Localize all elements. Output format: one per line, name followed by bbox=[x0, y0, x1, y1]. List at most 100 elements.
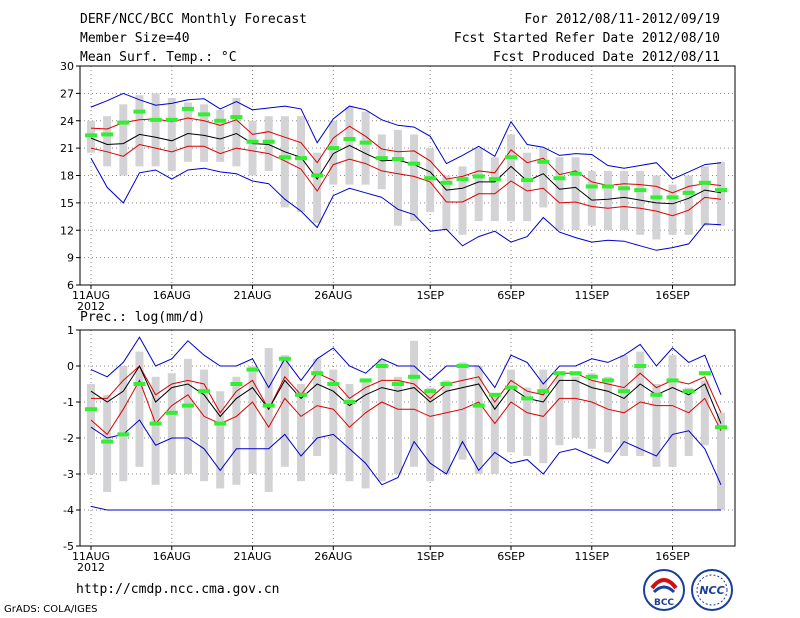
prec-obs-marker bbox=[505, 385, 517, 390]
prec-obs-marker bbox=[618, 389, 631, 394]
temp-ytick-label: 18 bbox=[60, 170, 74, 183]
prec-ytick-label: 0 bbox=[67, 360, 74, 373]
temp-spread-box bbox=[103, 116, 112, 167]
temp-ensemble-min-line bbox=[90, 157, 722, 251]
prec-spread-box bbox=[200, 369, 209, 482]
prec-spread-box bbox=[507, 369, 515, 453]
prec-obs-marker bbox=[472, 403, 485, 408]
prec-ensemble-min-line bbox=[90, 419, 722, 486]
temp-obs-marker bbox=[650, 195, 663, 200]
prec-ytick-label: -1 bbox=[63, 396, 74, 409]
svg-text:BCC: BCC bbox=[654, 598, 674, 608]
prec-obs-marker bbox=[424, 389, 437, 394]
temp-obs-marker bbox=[553, 176, 566, 181]
prec-spread-box bbox=[361, 380, 370, 489]
prec-obs-marker bbox=[585, 374, 598, 379]
temp-obs-marker bbox=[440, 180, 453, 185]
temp-spread-box bbox=[636, 170, 645, 235]
temp-obs-marker bbox=[230, 115, 243, 120]
prec-ensemble-mean-line bbox=[90, 364, 722, 424]
prec-obs-marker bbox=[682, 389, 695, 394]
prec-spread-box bbox=[313, 358, 322, 456]
prec-spread-box bbox=[393, 376, 402, 474]
temp-spread-box bbox=[523, 152, 532, 222]
prec-spread-box bbox=[458, 362, 467, 460]
temp-ytick-label: 9 bbox=[67, 252, 74, 265]
prec-obs-marker bbox=[117, 432, 130, 437]
prec-lower-spread-line bbox=[90, 379, 722, 436]
temp-spread-box bbox=[135, 95, 144, 167]
prec-obs-marker bbox=[601, 378, 614, 383]
chart-title: DERF/NCC/BCC Monthly Forecast bbox=[80, 12, 307, 27]
prec-obs-marker bbox=[246, 367, 259, 372]
temp-ytick-label: 21 bbox=[60, 142, 74, 155]
prec-obs-marker bbox=[715, 425, 727, 430]
temp-obs-marker bbox=[327, 146, 340, 151]
temp-obs-marker bbox=[505, 155, 517, 160]
prec-obs-marker bbox=[327, 382, 340, 386]
temp-spread-box bbox=[474, 148, 483, 222]
temp-obs-marker bbox=[537, 159, 550, 164]
prec-spread-box bbox=[426, 387, 435, 482]
prec-ytick-label: -5 bbox=[63, 540, 74, 553]
temp-obs-marker bbox=[165, 117, 178, 122]
temp-xtick-label: 11SEP bbox=[574, 289, 609, 302]
temp-spread-box bbox=[361, 111, 370, 185]
temp-obs-marker bbox=[198, 112, 211, 117]
prec-ytick-label: -2 bbox=[63, 432, 74, 445]
prec-obs-marker bbox=[343, 400, 356, 404]
prec-obs-marker bbox=[440, 382, 453, 386]
temp-ensemble-max-line bbox=[90, 92, 722, 180]
prec-obs-marker bbox=[181, 403, 194, 408]
prec-spread-box bbox=[587, 373, 596, 449]
prec-obs-marker bbox=[85, 407, 97, 412]
prec-spread-box bbox=[329, 369, 338, 474]
temp-obs-marker bbox=[715, 188, 727, 193]
temp-spread-box bbox=[587, 170, 596, 226]
prec-xtick-label: 1SEP bbox=[416, 550, 444, 563]
temp-obs-marker bbox=[488, 177, 501, 182]
prec-obs-marker bbox=[149, 421, 162, 426]
temp-obs-marker bbox=[682, 190, 695, 195]
prec-spread-box bbox=[151, 376, 160, 485]
temp-spread-box bbox=[700, 166, 709, 226]
prec-obs-marker bbox=[230, 382, 243, 386]
prec-spread-box bbox=[264, 348, 273, 492]
prec-obs-marker bbox=[488, 392, 501, 397]
prec-obs-marker bbox=[391, 382, 404, 386]
temp-spread-box bbox=[248, 120, 257, 176]
prec-obs-marker bbox=[214, 421, 227, 426]
refer-date-label: Fcst Started Refer Date 2012/08/10 bbox=[453, 31, 720, 46]
temp-obs-marker bbox=[117, 120, 130, 125]
source-url[interactable]: http://cmdp.ncc.cma.gov.cn bbox=[76, 582, 280, 597]
prec-spread-box bbox=[603, 376, 612, 453]
temp-obs-marker bbox=[666, 195, 679, 200]
prec-obs-marker bbox=[634, 364, 647, 368]
prec-obs-marker bbox=[165, 410, 178, 415]
prec-year-label: 2012 bbox=[77, 561, 105, 574]
temp-obs-marker bbox=[133, 109, 146, 114]
temp-xtick-label: 6SEP bbox=[497, 289, 525, 302]
temp-spread-box bbox=[329, 120, 338, 185]
temp-obs-marker bbox=[278, 155, 291, 160]
temp-spread-box bbox=[458, 166, 467, 235]
temp-spread-box bbox=[652, 175, 661, 240]
prec-obs-marker bbox=[311, 371, 324, 376]
temp-obs-marker bbox=[472, 174, 485, 179]
temp-obs-marker bbox=[601, 184, 614, 189]
prec-spread-box bbox=[87, 384, 95, 474]
bcc-logo-icon: BCC bbox=[643, 569, 685, 611]
prec-spread-box bbox=[183, 358, 192, 474]
temp-obs-marker bbox=[181, 106, 194, 111]
grads-credit: GrADS: COLA/IGES bbox=[4, 604, 98, 615]
temp-spread-box bbox=[684, 175, 693, 235]
temp-xtick-label: 16SEP bbox=[655, 289, 690, 302]
prec-xtick-label: 11SEP bbox=[574, 550, 609, 563]
produced-date-label: Fcst Produced Date 2012/08/11 bbox=[493, 50, 720, 65]
temp-spread-box bbox=[668, 184, 677, 235]
temp-obs-marker bbox=[149, 117, 162, 122]
prec-obs-marker bbox=[408, 374, 421, 379]
temp-spread-box bbox=[410, 134, 419, 222]
temp-obs-marker bbox=[618, 186, 631, 191]
prec-spread-box bbox=[620, 355, 629, 456]
